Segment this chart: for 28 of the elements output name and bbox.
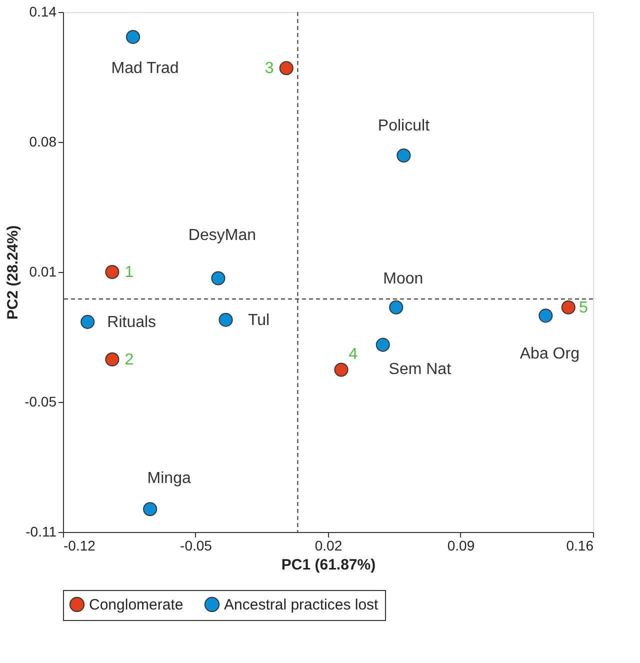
annotation: Tul xyxy=(248,312,270,329)
annotation: 2 xyxy=(124,351,134,368)
annotation: 3 xyxy=(264,60,274,78)
annotation: Moon xyxy=(383,270,424,288)
y-tick-label: 0.14 xyxy=(29,4,57,20)
y-axis-title: PC2 (28.24%) xyxy=(4,225,22,320)
y-tick-label: -0.05 xyxy=(24,394,57,410)
annotation: Minga xyxy=(147,470,191,488)
annotation: Sem Nat xyxy=(388,360,452,378)
annotation: Policult xyxy=(378,118,430,135)
annotation: Rituals xyxy=(107,314,156,331)
x-tick-label: -0.12 xyxy=(64,538,96,554)
x-tick-label: 0.09 xyxy=(447,538,475,554)
y-tick-label: -0.11 xyxy=(26,524,57,540)
annotation: 1 xyxy=(124,264,134,281)
x-axis-title: PC1 (61.87%) xyxy=(281,556,376,574)
y-tick-label: 0.01 xyxy=(29,264,57,280)
x-tick-label: -0.05 xyxy=(180,538,212,554)
x-tick-label: 0.16 xyxy=(566,538,594,554)
legend-label: Ancestral practices lost xyxy=(224,596,380,614)
annotation: 4 xyxy=(348,346,358,363)
x-tick-label: 0.02 xyxy=(314,538,342,554)
y-tick-label: 0.08 xyxy=(29,134,57,150)
annotation: Mad Trad xyxy=(111,60,179,77)
legend-label: Conglomerate xyxy=(89,596,184,614)
annotation: 5 xyxy=(578,299,588,316)
annotation: DesyMan xyxy=(188,227,256,244)
annotation: Aba Org xyxy=(520,346,580,363)
